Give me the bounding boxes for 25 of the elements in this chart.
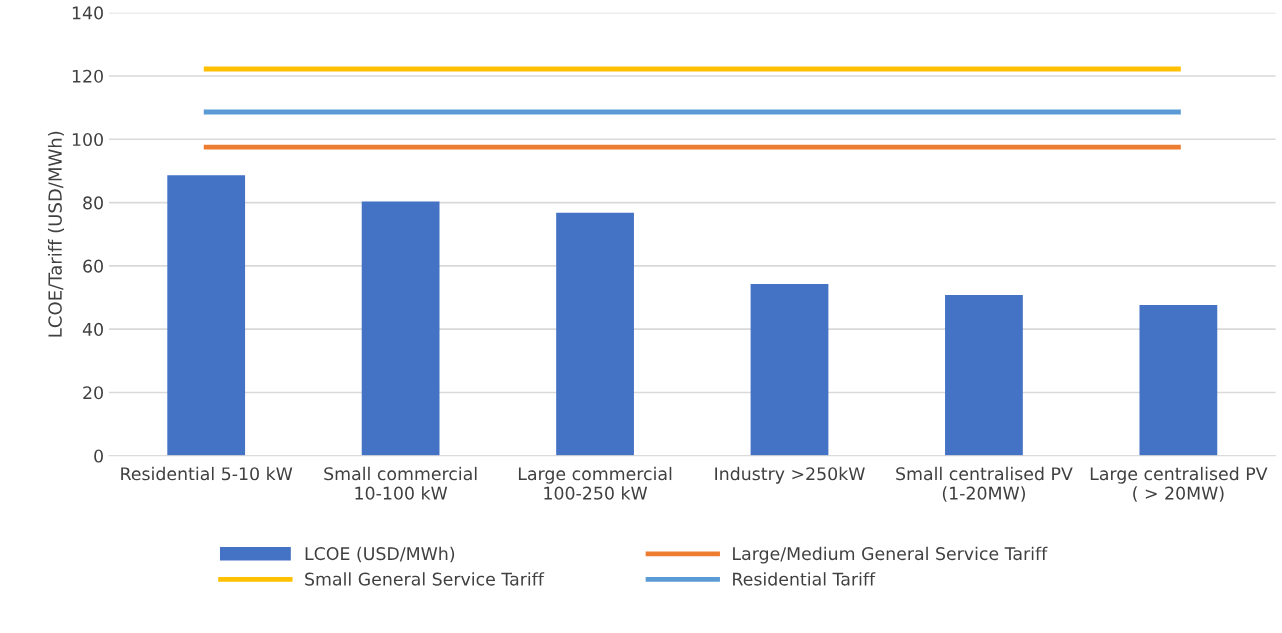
- legend-label: Small General Service Tariff: [305, 572, 545, 586]
- y-tick-label: 60: [83, 259, 103, 273]
- x-tick-label: Large commercial 100-250 kW: [518, 466, 672, 500]
- y-tick-label: 100: [72, 132, 103, 147]
- y-tick-label: 80: [83, 196, 103, 210]
- bar: [556, 212, 634, 456]
- x-tick-label: Small commercial 10-100 kW: [324, 466, 477, 500]
- y-tick-label: 0: [94, 449, 103, 463]
- legend-label: Large/Medium General Service Tariff: [733, 546, 1048, 564]
- legend-label: Residential Tariff: [733, 572, 876, 586]
- bar: [750, 283, 829, 456]
- y-axis-title: LCOE/Tariff (USD/MWh): [47, 131, 65, 337]
- x-tick-label: Residential 5-10 kW: [121, 466, 293, 481]
- y-tick-label: 140: [72, 6, 103, 20]
- legend-label: LCOE (USD/MWh): [305, 546, 455, 563]
- x-tick-label: Large centralised PV ( > 20MW): [1090, 466, 1268, 502]
- x-tick-label: Industry >250kW: [715, 466, 865, 484]
- bar: [361, 201, 440, 456]
- bar: [945, 294, 1023, 456]
- bar: [1139, 305, 1218, 456]
- y-tick-label: 40: [82, 322, 103, 336]
- x-tick-label: Small centralised PV (1-20MW): [896, 466, 1073, 502]
- bar: [167, 175, 246, 456]
- y-tick-label: 20: [83, 386, 103, 400]
- y-tick-label: 120: [72, 69, 103, 83]
